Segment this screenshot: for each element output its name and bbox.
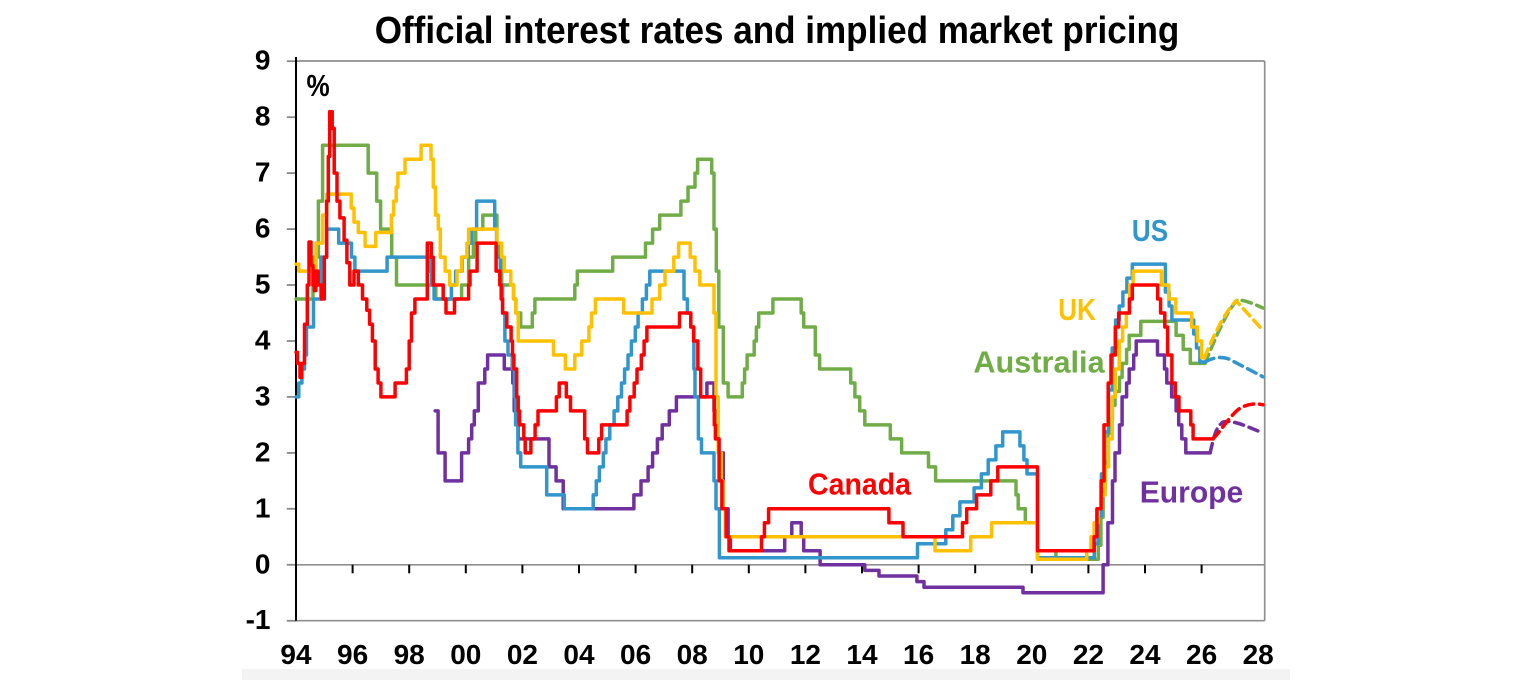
svg-text:20: 20	[1016, 639, 1047, 670]
svg-text:3: 3	[255, 380, 271, 411]
svg-text:22: 22	[1073, 639, 1104, 670]
svg-text:Europe: Europe	[1140, 475, 1244, 510]
svg-text:04: 04	[563, 639, 595, 670]
svg-text:4: 4	[255, 325, 271, 356]
svg-text:0: 0	[255, 548, 271, 579]
svg-text:94: 94	[280, 639, 312, 670]
svg-text:Canada: Canada	[808, 467, 911, 501]
svg-text:7: 7	[255, 157, 271, 188]
svg-text:00: 00	[450, 639, 481, 670]
svg-text:8: 8	[255, 101, 271, 132]
svg-text:18: 18	[960, 639, 991, 670]
svg-text:Official interest rates and im: Official interest rates and implied mark…	[375, 9, 1180, 52]
svg-text:14: 14	[846, 639, 878, 670]
svg-text:10: 10	[733, 639, 764, 670]
svg-text:US: US	[1132, 214, 1168, 249]
svg-text:12: 12	[790, 639, 821, 670]
svg-text:98: 98	[394, 639, 425, 670]
svg-text:28: 28	[1243, 639, 1274, 670]
svg-text:06: 06	[620, 639, 651, 670]
svg-text:Australia: Australia	[973, 344, 1105, 379]
svg-text:08: 08	[677, 639, 708, 670]
svg-text:24: 24	[1129, 639, 1161, 670]
svg-text:UK: UK	[1058, 293, 1096, 328]
svg-text:6: 6	[255, 213, 271, 244]
svg-text:02: 02	[507, 639, 538, 670]
svg-text:1: 1	[255, 492, 271, 523]
svg-text:-1: -1	[246, 604, 271, 635]
svg-text:26: 26	[1186, 639, 1217, 670]
svg-text:9: 9	[255, 45, 271, 76]
svg-text:5: 5	[255, 269, 271, 300]
svg-text:%: %	[307, 69, 330, 104]
svg-text:2: 2	[255, 436, 271, 467]
svg-text:16: 16	[903, 639, 934, 670]
svg-text:96: 96	[337, 639, 368, 670]
